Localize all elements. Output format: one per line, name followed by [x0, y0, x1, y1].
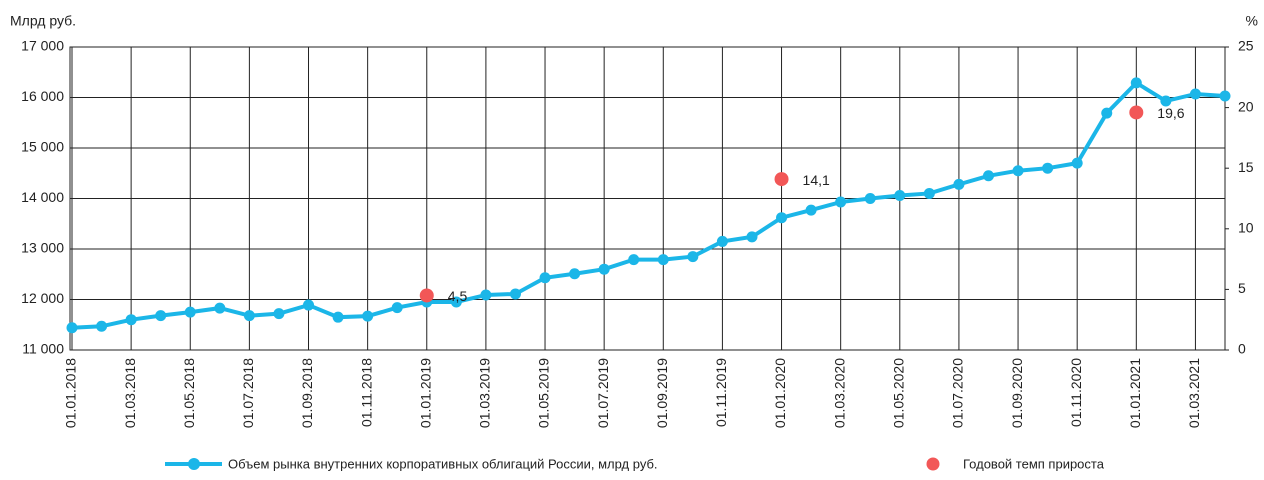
x-tick-label: 01.05.2019: [536, 358, 552, 428]
line-marker: [569, 268, 581, 280]
line-marker: [391, 302, 403, 314]
line-marker: [1160, 95, 1172, 107]
line-marker: [953, 178, 965, 190]
line-marker: [1189, 88, 1201, 100]
line-marker: [657, 254, 669, 266]
x-tick-label: 01.01.2018: [63, 358, 79, 428]
line-marker: [923, 187, 935, 199]
line-marker: [1012, 165, 1024, 177]
y2-tick-label: 0: [1238, 341, 1246, 357]
x-tick-label: 01.07.2019: [595, 358, 611, 428]
line-marker: [835, 196, 847, 208]
data-label: 19,6: [1157, 105, 1184, 121]
y-tick-label: 17 000: [21, 38, 64, 54]
line-marker: [716, 235, 728, 247]
x-tick-label: 01.09.2019: [654, 358, 670, 428]
line-marker: [1071, 157, 1083, 169]
legend-label: Годовой темп прироста: [963, 456, 1105, 471]
x-tick-label: 01.09.2020: [1009, 358, 1025, 428]
y2-tick-label: 25: [1238, 38, 1254, 54]
line-marker: [155, 310, 167, 322]
line-marker: [66, 322, 78, 334]
x-tick-label: 01.03.2020: [831, 358, 847, 428]
y-tick-label: 11 000: [22, 341, 64, 357]
x-tick-label: 01.07.2020: [950, 358, 966, 428]
line-marker: [894, 189, 906, 201]
line-marker: [332, 311, 344, 323]
line-marker: [805, 204, 817, 216]
line-marker: [1219, 90, 1231, 102]
line-marker: [982, 170, 994, 182]
line-marker: [776, 212, 788, 224]
x-tick-label: 01.03.2019: [477, 358, 493, 428]
line-marker: [273, 308, 285, 320]
line-marker: [1130, 77, 1142, 89]
line-marker: [687, 251, 699, 263]
x-tick-label: 01.05.2018: [181, 358, 197, 428]
line-marker: [125, 314, 137, 326]
y-tick-label: 12 000: [21, 290, 64, 306]
x-tick-label: 01.07.2018: [240, 358, 256, 428]
growth-dot: [774, 172, 789, 187]
line-marker: [539, 272, 551, 284]
legend-marker: [188, 458, 200, 470]
line-marker: [243, 310, 255, 322]
growth-dot: [419, 288, 434, 303]
x-tick-label: 01.01.2019: [417, 358, 433, 428]
line-marker: [628, 254, 640, 266]
x-tick-label: 01.09.2018: [299, 358, 315, 428]
x-tick-label: 01.05.2020: [890, 358, 906, 428]
x-tick-label: 01.11.2019: [713, 358, 729, 427]
y-tick-label: 16 000: [21, 88, 64, 104]
data-label: 14,1: [803, 172, 830, 188]
line-marker: [362, 310, 374, 322]
y2-tick-label: 10: [1238, 220, 1254, 236]
legend-marker: [926, 457, 940, 471]
y-tick-label: 15 000: [21, 139, 64, 155]
line-marker: [480, 289, 492, 301]
y-tick-label: 14 000: [21, 189, 64, 205]
line-marker: [450, 296, 462, 308]
series-line: [71, 80, 1226, 330]
line-marker: [509, 288, 521, 300]
y-axis-label: Млрд руб.: [10, 13, 76, 29]
line-marker: [303, 299, 315, 311]
growth-dot: [1129, 105, 1144, 120]
y2-tick-label: 15: [1238, 159, 1254, 175]
legend-label: Объем рынка внутренних корпоративных обл…: [228, 456, 658, 471]
y2-tick-label: 20: [1238, 98, 1254, 114]
line-marker: [746, 231, 758, 243]
y-tick-label: 13 000: [21, 240, 64, 256]
y2-axis-label: %: [1246, 13, 1258, 29]
line-marker: [184, 306, 196, 318]
line-marker: [214, 302, 226, 314]
line-marker: [1101, 107, 1113, 119]
x-tick-label: 01.11.2018: [358, 358, 374, 427]
x-tick-label: 01.11.2020: [1068, 358, 1084, 427]
x-tick-label: 01.01.2020: [772, 358, 788, 428]
x-tick-label: 01.03.2021: [1186, 358, 1202, 428]
y2-tick-label: 5: [1238, 280, 1246, 296]
line-marker: [96, 320, 108, 332]
line-marker: [1042, 162, 1054, 174]
x-tick-label: 01.03.2018: [122, 358, 138, 428]
line-marker: [598, 263, 610, 275]
line-marker: [864, 193, 876, 204]
x-tick-label: 01.01.2021: [1127, 358, 1143, 428]
data-label: 4,5: [448, 288, 468, 304]
